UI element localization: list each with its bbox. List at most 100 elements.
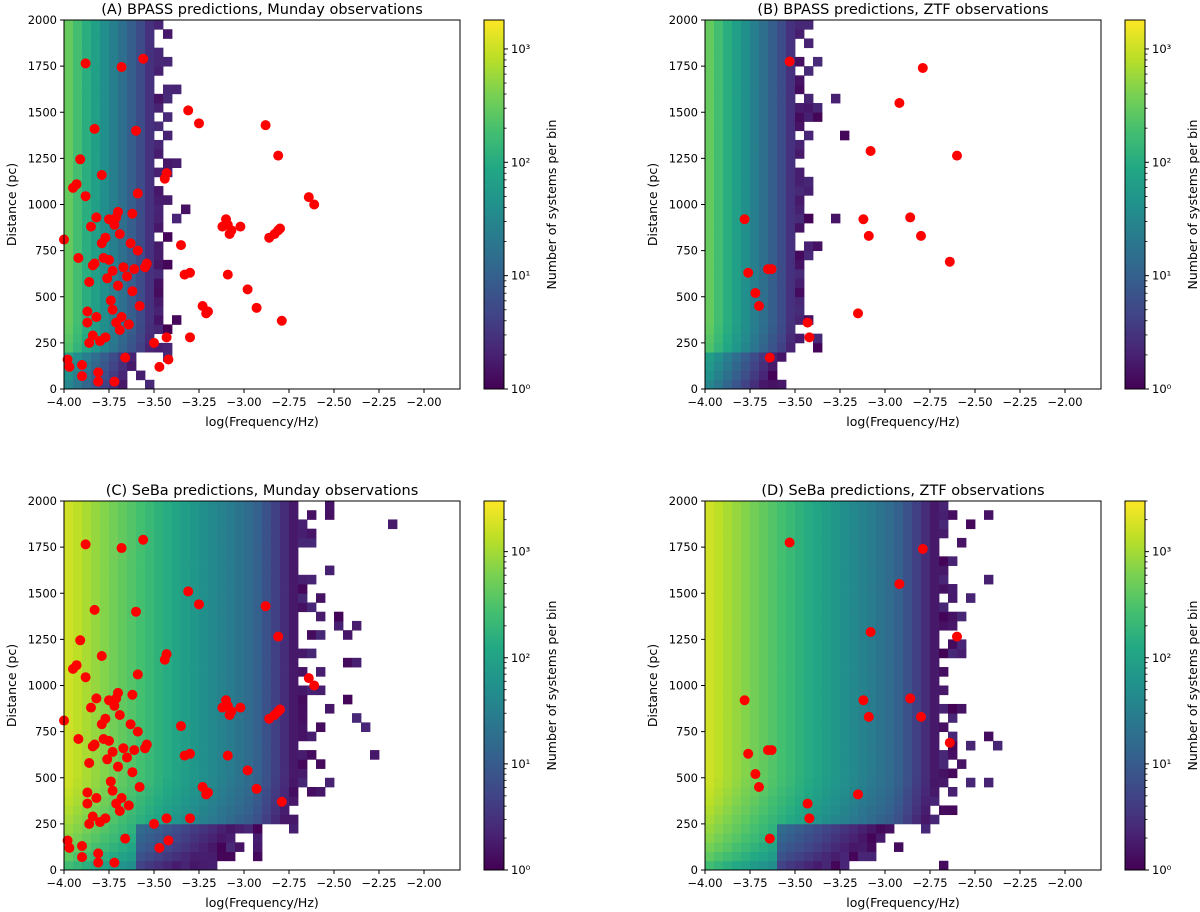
heatmap-cell bbox=[741, 20, 751, 30]
heatmap-cell bbox=[876, 501, 886, 511]
heatmap-cell bbox=[705, 167, 715, 178]
heatmap-cell bbox=[714, 639, 724, 649]
heatmap-cell bbox=[154, 713, 164, 723]
heatmap-cell bbox=[777, 38, 787, 49]
heatmap-cell bbox=[91, 833, 101, 843]
heatmap-cell bbox=[867, 667, 877, 677]
heatmap-cell bbox=[768, 842, 778, 852]
heatmap-cell bbox=[262, 657, 272, 668]
heatmap-cell bbox=[208, 740, 218, 751]
heatmap-cell bbox=[912, 565, 922, 576]
heatmap-cell bbox=[876, 694, 886, 705]
x-tick-label: −2.25 bbox=[1002, 395, 1037, 409]
heatmap-cell bbox=[172, 694, 182, 705]
heatmap-cell bbox=[822, 759, 832, 769]
heatmap-cell bbox=[73, 232, 83, 242]
heatmap-cell bbox=[226, 547, 236, 557]
heatmap-cell bbox=[109, 611, 119, 622]
heatmap-cell bbox=[226, 786, 236, 797]
observed-point bbox=[242, 284, 253, 295]
heatmap-cell bbox=[64, 611, 74, 622]
heatmap-cell bbox=[867, 611, 877, 622]
heatmap-cell bbox=[100, 296, 110, 307]
heatmap-cell bbox=[705, 611, 715, 622]
heatmap-cell bbox=[172, 315, 182, 325]
heatmap-cell bbox=[930, 750, 940, 760]
heatmap-cell bbox=[795, 805, 805, 816]
heatmap-cell bbox=[777, 786, 787, 797]
heatmap-cell bbox=[253, 611, 263, 622]
heatmap-cell bbox=[705, 750, 715, 760]
heatmap-cell bbox=[289, 630, 299, 640]
heatmap-cell bbox=[100, 204, 110, 215]
heatmap-cell bbox=[217, 805, 227, 816]
heatmap-cell bbox=[100, 38, 110, 49]
heatmap-cell bbox=[894, 611, 904, 622]
heatmap-cell bbox=[993, 740, 1003, 751]
heatmap-cell bbox=[82, 519, 92, 530]
heatmap-cell bbox=[957, 537, 967, 548]
heatmap-cell bbox=[777, 75, 787, 85]
heatmap-cell bbox=[759, 222, 769, 233]
heatmap-cell bbox=[939, 722, 949, 733]
panel-c: −4.00 −3.75 −3.50 −3.25 −3.00 −2.75 −2.50 −2.25… bbox=[4, 483, 559, 910]
heatmap-cell bbox=[82, 731, 92, 742]
heatmap-cell bbox=[732, 814, 742, 825]
heatmap-cell bbox=[91, 777, 101, 788]
heatmap-cell bbox=[840, 722, 850, 733]
y-tick-label: 1000 bbox=[669, 679, 698, 693]
heatmap-cell bbox=[208, 556, 218, 566]
heatmap-cell bbox=[136, 574, 146, 585]
heatmap-cell bbox=[759, 731, 769, 742]
observed-point bbox=[739, 214, 750, 225]
heatmap-cell bbox=[750, 149, 760, 159]
heatmap-cell bbox=[885, 510, 895, 520]
heatmap-cell bbox=[786, 685, 796, 696]
heatmap-cell bbox=[732, 574, 742, 585]
heatmap-cell bbox=[786, 501, 796, 511]
heatmap-cell bbox=[154, 805, 164, 816]
heatmap-cell bbox=[172, 851, 182, 862]
heatmap-cell bbox=[100, 519, 110, 530]
heatmap-cell bbox=[172, 676, 182, 686]
observed-point bbox=[118, 262, 129, 273]
heatmap-cell bbox=[82, 528, 92, 539]
heatmap-cell bbox=[903, 676, 913, 686]
heatmap-cell bbox=[732, 842, 742, 852]
observed-point bbox=[185, 748, 195, 759]
heatmap-cell bbox=[100, 222, 110, 233]
heatmap-cell bbox=[163, 537, 173, 548]
heatmap-cell bbox=[82, 565, 92, 576]
heatmap-cell bbox=[235, 667, 245, 677]
heatmap-cell bbox=[750, 537, 760, 548]
heatmap-cell bbox=[136, 630, 146, 640]
heatmap-cell bbox=[831, 602, 841, 613]
heatmap-cell bbox=[316, 667, 326, 677]
heatmap-cell bbox=[100, 528, 110, 539]
heatmap-cell bbox=[118, 213, 128, 224]
heatmap-cell bbox=[750, 167, 760, 178]
observed-point bbox=[113, 761, 123, 772]
heatmap-cell bbox=[118, 84, 128, 95]
heatmap-cell bbox=[100, 630, 110, 640]
heatmap-cell bbox=[840, 823, 850, 834]
heatmap-cell bbox=[777, 130, 787, 141]
heatmap-cell bbox=[750, 648, 760, 659]
heatmap-cell bbox=[777, 823, 787, 834]
heatmap-cell bbox=[849, 786, 859, 797]
heatmap-cell bbox=[154, 47, 164, 58]
heatmap-cell bbox=[867, 584, 877, 594]
heatmap-cell bbox=[244, 786, 254, 797]
heatmap-cell bbox=[777, 66, 787, 76]
heatmap-cell bbox=[145, 103, 155, 113]
heatmap-cell bbox=[226, 501, 236, 511]
heatmap-cell bbox=[235, 537, 245, 548]
heatmap-cell bbox=[289, 676, 299, 686]
heatmap-cell bbox=[705, 296, 715, 307]
heatmap-cell bbox=[253, 685, 263, 696]
heatmap-cell bbox=[714, 860, 724, 871]
heatmap-cell bbox=[190, 823, 200, 834]
heatmap-cell bbox=[100, 501, 110, 511]
heatmap-cell bbox=[172, 630, 182, 640]
heatmap-cell bbox=[145, 657, 155, 668]
